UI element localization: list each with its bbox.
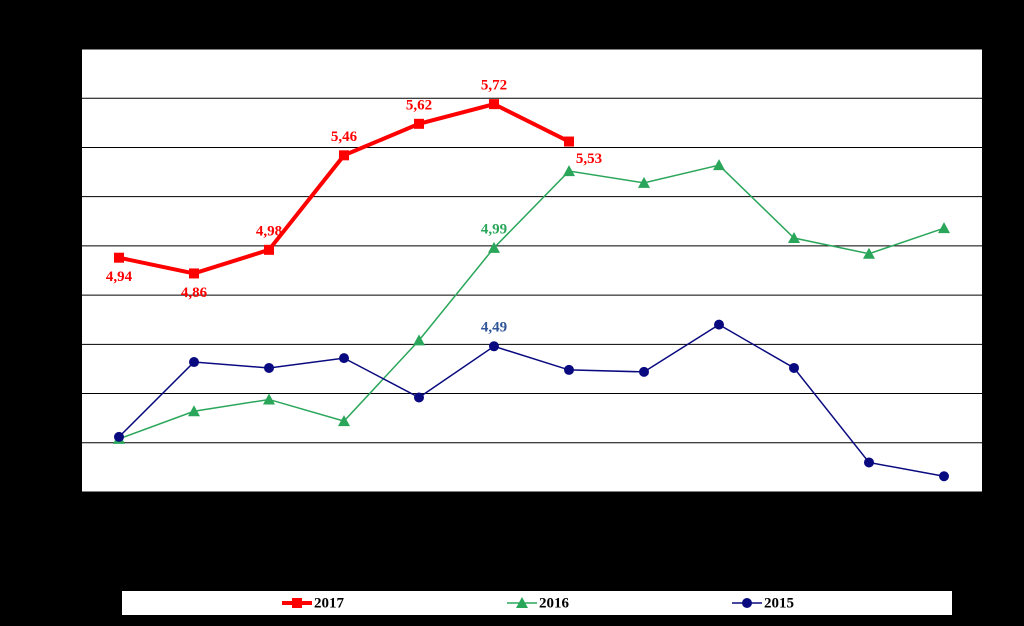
data-point (414, 392, 424, 403)
data-point (413, 334, 425, 346)
plot-area (82, 49, 982, 492)
legend-label: 2015 (764, 595, 794, 611)
data-point (338, 415, 350, 427)
data-point (188, 405, 200, 417)
data-label: 4,94 (106, 269, 133, 285)
data-label: 5,72 (481, 78, 507, 94)
data-point (639, 366, 649, 377)
data-point (563, 165, 575, 177)
data-point (714, 319, 724, 330)
data-point (264, 244, 274, 255)
legend-marker (742, 598, 752, 608)
data-label: 4,86 (181, 285, 208, 301)
data-point (713, 159, 725, 171)
data-point (488, 241, 500, 253)
data-label: 5,46 (331, 129, 358, 145)
data-point (788, 232, 800, 244)
data-point (564, 136, 574, 147)
data-point (114, 431, 124, 442)
data-point (864, 457, 874, 468)
data-point (489, 99, 499, 110)
data-point (414, 118, 424, 129)
data-label: 4,98 (256, 223, 282, 239)
legend-marker (516, 597, 528, 608)
data-point (789, 362, 799, 373)
data-point (863, 247, 875, 259)
data-point (339, 150, 349, 161)
data-label: 4,49 (481, 320, 507, 336)
data-point (938, 222, 950, 234)
data-point (263, 393, 275, 405)
series-line (118, 323, 945, 477)
legend-marker (292, 598, 302, 608)
data-point (114, 252, 124, 263)
data-point (189, 357, 199, 368)
data-point (564, 364, 574, 375)
data-point (264, 362, 274, 373)
series-line (118, 164, 945, 440)
legend-label: 2017 (314, 595, 345, 611)
data-point (189, 268, 199, 279)
data-point (339, 353, 349, 364)
data-label: 4,99 (481, 221, 507, 237)
data-label: 5,53 (576, 151, 602, 167)
data-point (939, 471, 949, 482)
data-point (489, 341, 499, 352)
legend-label: 2016 (539, 595, 570, 611)
data-point (638, 176, 650, 188)
data-label: 5,62 (406, 97, 432, 113)
